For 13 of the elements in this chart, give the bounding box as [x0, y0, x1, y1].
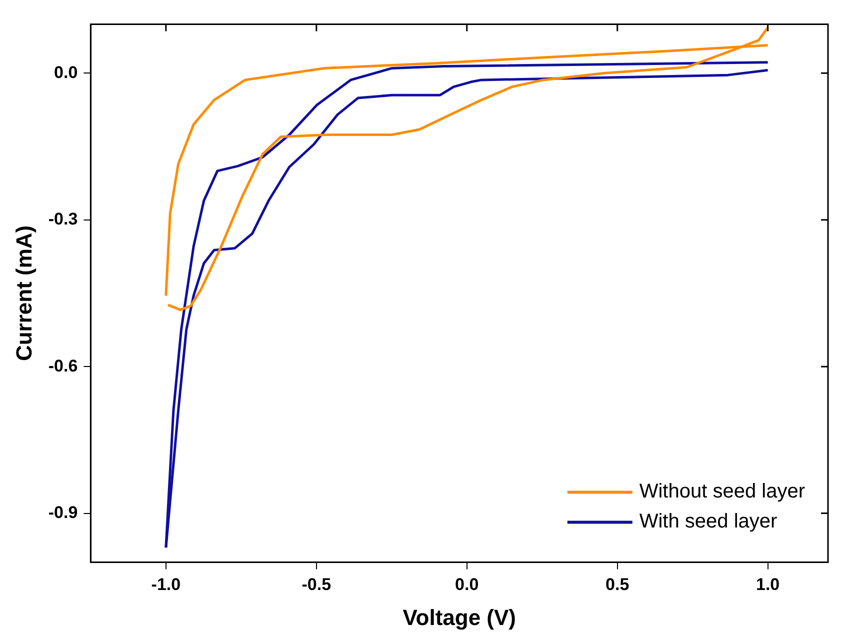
legend-label: With seed layer: [639, 510, 778, 533]
y-tick-label: -0.6: [48, 356, 78, 376]
x-axis-title: Voltage (V): [402, 604, 516, 630]
y-tick-label: -0.3: [48, 210, 78, 229]
legend-label: Without seed layer: [639, 480, 806, 503]
x-tick-label: 1.0: [756, 575, 780, 594]
y-tick-label: -0.9: [48, 502, 78, 522]
y-tick-label: 0.0: [54, 62, 78, 82]
x-tick-label: 0.0: [455, 575, 479, 594]
y-axis-title: Current (mA): [11, 225, 36, 362]
x-tick-label: -1.0: [151, 575, 181, 594]
x-tick-label: -0.5: [302, 575, 332, 594]
x-tick-label: 0.5: [606, 575, 630, 594]
